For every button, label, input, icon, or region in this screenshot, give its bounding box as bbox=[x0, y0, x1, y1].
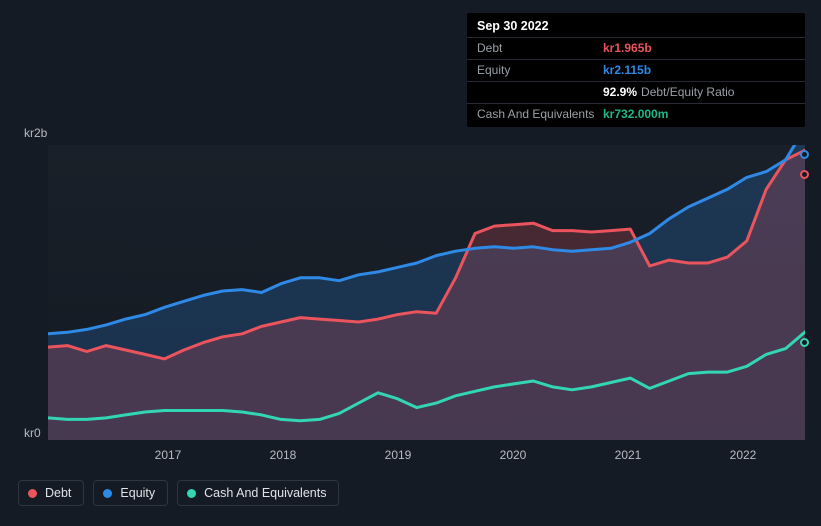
tooltip-row: 92.9%Debt/Equity Ratio bbox=[467, 81, 805, 103]
legend-swatch bbox=[187, 489, 196, 498]
x-axis-tick: 2019 bbox=[385, 448, 412, 462]
x-axis-tick: 2021 bbox=[615, 448, 642, 462]
x-axis-tick: 2017 bbox=[155, 448, 182, 462]
series-endpoint-equity bbox=[800, 150, 809, 159]
legend-swatch bbox=[28, 489, 37, 498]
legend-label: Equity bbox=[120, 486, 155, 500]
tooltip-row-value: kr732.000m bbox=[603, 106, 668, 123]
tooltip-row-label: Debt bbox=[477, 40, 603, 57]
tooltip-row-label bbox=[477, 84, 603, 101]
y-axis-label-bottom: kr0 bbox=[24, 426, 41, 440]
tooltip-date: Sep 30 2022 bbox=[467, 19, 805, 37]
series-endpoint-cash bbox=[800, 338, 809, 347]
legend-item-equity[interactable]: Equity bbox=[93, 480, 168, 506]
x-axis-tick: 2020 bbox=[500, 448, 527, 462]
chart-legend: Debt Equity Cash And Equivalents bbox=[18, 480, 339, 506]
y-axis-label-top: kr2b bbox=[24, 126, 47, 140]
legend-item-cash-and-equivalents[interactable]: Cash And Equivalents bbox=[177, 480, 339, 506]
tooltip-row-value: kr1.965b bbox=[603, 40, 652, 57]
tooltip-row-value: kr2.115b bbox=[603, 62, 651, 79]
tooltip-row: Debtkr1.965b bbox=[467, 37, 805, 59]
series-endpoint-debt bbox=[800, 170, 809, 179]
legend-label: Cash And Equivalents bbox=[204, 486, 326, 500]
tooltip-row-label: Cash And Equivalents bbox=[477, 106, 603, 123]
legend-swatch bbox=[103, 489, 112, 498]
tooltip-row: Cash And Equivalentskr732.000m bbox=[467, 103, 805, 125]
x-axis: 2017 2018 2019 2020 2021 2022 bbox=[48, 448, 805, 464]
x-axis-tick: 2018 bbox=[270, 448, 297, 462]
tooltip-row: Equitykr2.115b bbox=[467, 59, 805, 81]
tooltip-row-extra: Debt/Equity Ratio bbox=[641, 84, 734, 101]
legend-item-debt[interactable]: Debt bbox=[18, 480, 84, 506]
chart-tooltip: Sep 30 2022 Debtkr1.965bEquitykr2.115b92… bbox=[467, 13, 805, 127]
tooltip-row-label: Equity bbox=[477, 62, 603, 79]
chart-plot-area[interactable] bbox=[48, 145, 805, 440]
x-axis-tick: 2022 bbox=[730, 448, 757, 462]
tooltip-row-value: 92.9% bbox=[603, 84, 637, 101]
chart-svg bbox=[48, 145, 805, 440]
legend-label: Debt bbox=[45, 486, 71, 500]
